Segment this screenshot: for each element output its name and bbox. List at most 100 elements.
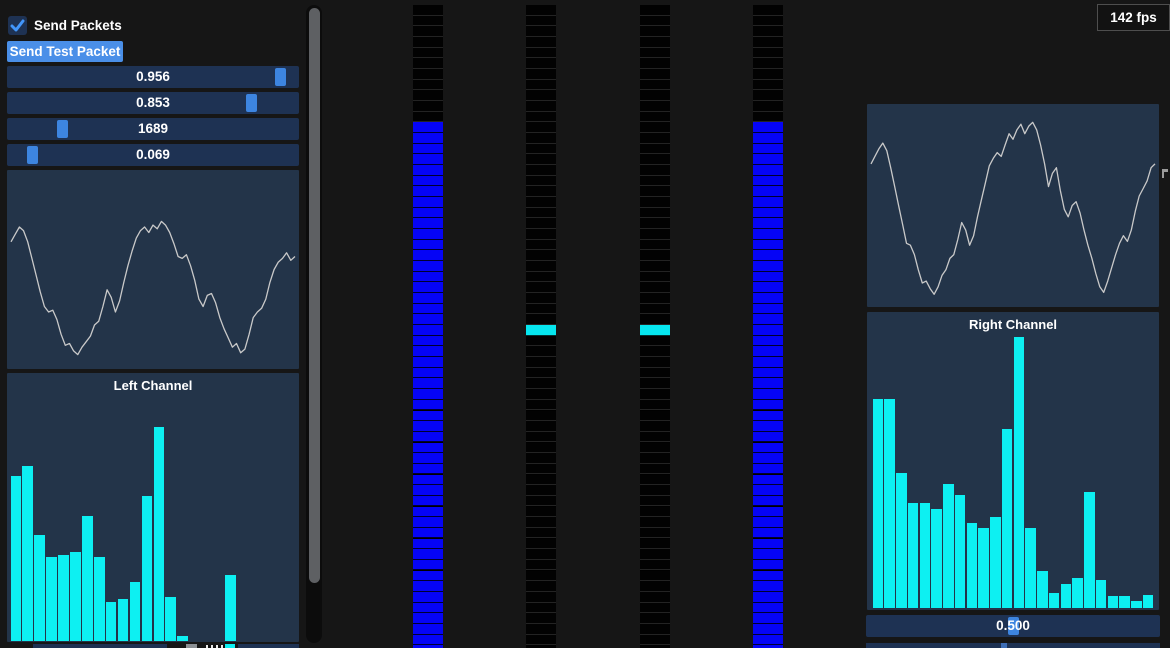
meter-segment xyxy=(753,229,783,240)
meter-segment xyxy=(753,335,783,347)
slider-grab[interactable] xyxy=(245,94,257,112)
slider-grab[interactable] xyxy=(1007,617,1019,635)
slider-grab[interactable] xyxy=(274,68,286,86)
meter-segment xyxy=(526,5,556,16)
meter-segment xyxy=(413,623,443,635)
histogram-bar xyxy=(1095,580,1107,608)
cutoff-widget-bottom-right xyxy=(866,643,1160,648)
meter-segment xyxy=(413,197,443,208)
meter-segment xyxy=(413,399,443,411)
meter-segment xyxy=(640,559,670,571)
meter-segment xyxy=(753,485,783,496)
left-waveform-plot[interactable] xyxy=(7,170,299,369)
meter-segment xyxy=(753,271,783,283)
meter-segment xyxy=(640,645,670,648)
left-channel-panel[interactable]: Left Channel xyxy=(7,373,299,642)
meter-segment xyxy=(413,69,443,80)
meter-segment xyxy=(640,133,670,144)
meter-segment xyxy=(413,335,443,347)
meter-segment xyxy=(413,90,443,102)
left-channel-histogram xyxy=(10,395,296,641)
right-waveform-plot[interactable] xyxy=(867,104,1159,307)
left-waveform-line xyxy=(10,220,296,356)
meter-segment xyxy=(640,591,670,603)
meter-segment xyxy=(753,261,783,272)
meter-segment xyxy=(640,261,670,272)
meter-segment xyxy=(753,239,783,251)
slider-1[interactable]: 0.956 xyxy=(7,66,299,88)
meter-segment xyxy=(526,485,556,496)
meter-segment xyxy=(640,271,670,283)
meter-2 xyxy=(526,5,556,648)
meter-segment xyxy=(413,133,443,144)
meter-segment xyxy=(640,282,670,294)
meter-segment xyxy=(640,581,670,592)
histogram-bar xyxy=(141,496,153,641)
meter-segment xyxy=(413,154,443,166)
cutoff-text-fragment xyxy=(206,645,233,648)
meter-segment xyxy=(413,591,443,603)
meter-segment xyxy=(526,37,556,48)
histogram-bar xyxy=(93,557,105,641)
meter-segment xyxy=(526,517,556,528)
meter-segment xyxy=(413,229,443,240)
send-test-packet-button[interactable]: Send Test Packet xyxy=(7,41,123,62)
meter-segment xyxy=(413,261,443,272)
meter-segment xyxy=(753,538,783,550)
meter-segment xyxy=(413,559,443,571)
meter-segment xyxy=(753,527,783,539)
slider-2[interactable]: 0.853 xyxy=(7,92,299,114)
meter-segment xyxy=(413,58,443,70)
histogram-bar xyxy=(954,495,966,608)
slider-3[interactable]: 1689 xyxy=(7,118,299,140)
meter-segment xyxy=(640,549,670,560)
meter-segment xyxy=(413,485,443,496)
meter-segment xyxy=(526,271,556,283)
meter-segment xyxy=(526,175,556,187)
meter-segment xyxy=(413,442,443,454)
meter-segment xyxy=(640,410,670,422)
histogram-bar xyxy=(105,602,117,641)
send-packets-checkbox[interactable] xyxy=(8,16,27,35)
meter-segment xyxy=(640,389,670,400)
meter-segment xyxy=(526,26,556,37)
right-slider[interactable]: 0.500 xyxy=(866,615,1160,637)
meter-segment xyxy=(413,378,443,390)
histogram-bar xyxy=(1060,584,1072,608)
right-channel-panel[interactable]: Right Channel xyxy=(867,312,1159,610)
meter-segment xyxy=(413,527,443,539)
meter-segment xyxy=(753,431,783,443)
meter-segment xyxy=(526,346,556,358)
histogram-bar xyxy=(70,552,81,641)
meter-segment xyxy=(753,47,783,59)
meter-segment xyxy=(640,325,670,336)
meter-segment xyxy=(640,399,670,411)
meter-segment xyxy=(413,645,443,648)
meter-segment xyxy=(753,218,783,230)
meter-segment xyxy=(640,431,670,443)
slider-grab[interactable] xyxy=(27,146,39,164)
meter-segment xyxy=(413,207,443,219)
meter-segment xyxy=(753,495,783,507)
meter-segment xyxy=(640,90,670,102)
meter-segment xyxy=(413,186,443,198)
slider-1-value: 0.956 xyxy=(136,69,170,84)
meter-segment xyxy=(753,293,783,304)
meter-segment xyxy=(413,143,443,155)
slider-grab[interactable] xyxy=(56,120,68,138)
scrollbar-grab[interactable] xyxy=(309,8,320,583)
histogram-bar xyxy=(153,427,165,641)
meter-segment xyxy=(526,645,556,648)
meter-segment xyxy=(413,325,443,336)
check-icon xyxy=(10,19,25,32)
meter-segment xyxy=(413,218,443,230)
meter-segment xyxy=(640,303,670,315)
slider-4[interactable]: 0.069 xyxy=(7,144,299,166)
cutoff-bar-fragment xyxy=(225,644,235,648)
meter-segment xyxy=(526,474,556,486)
histogram-bar xyxy=(931,509,942,608)
meter-segment xyxy=(526,207,556,219)
meter-segment xyxy=(753,613,783,624)
meter-segment xyxy=(640,186,670,198)
histogram-bar xyxy=(225,575,236,641)
